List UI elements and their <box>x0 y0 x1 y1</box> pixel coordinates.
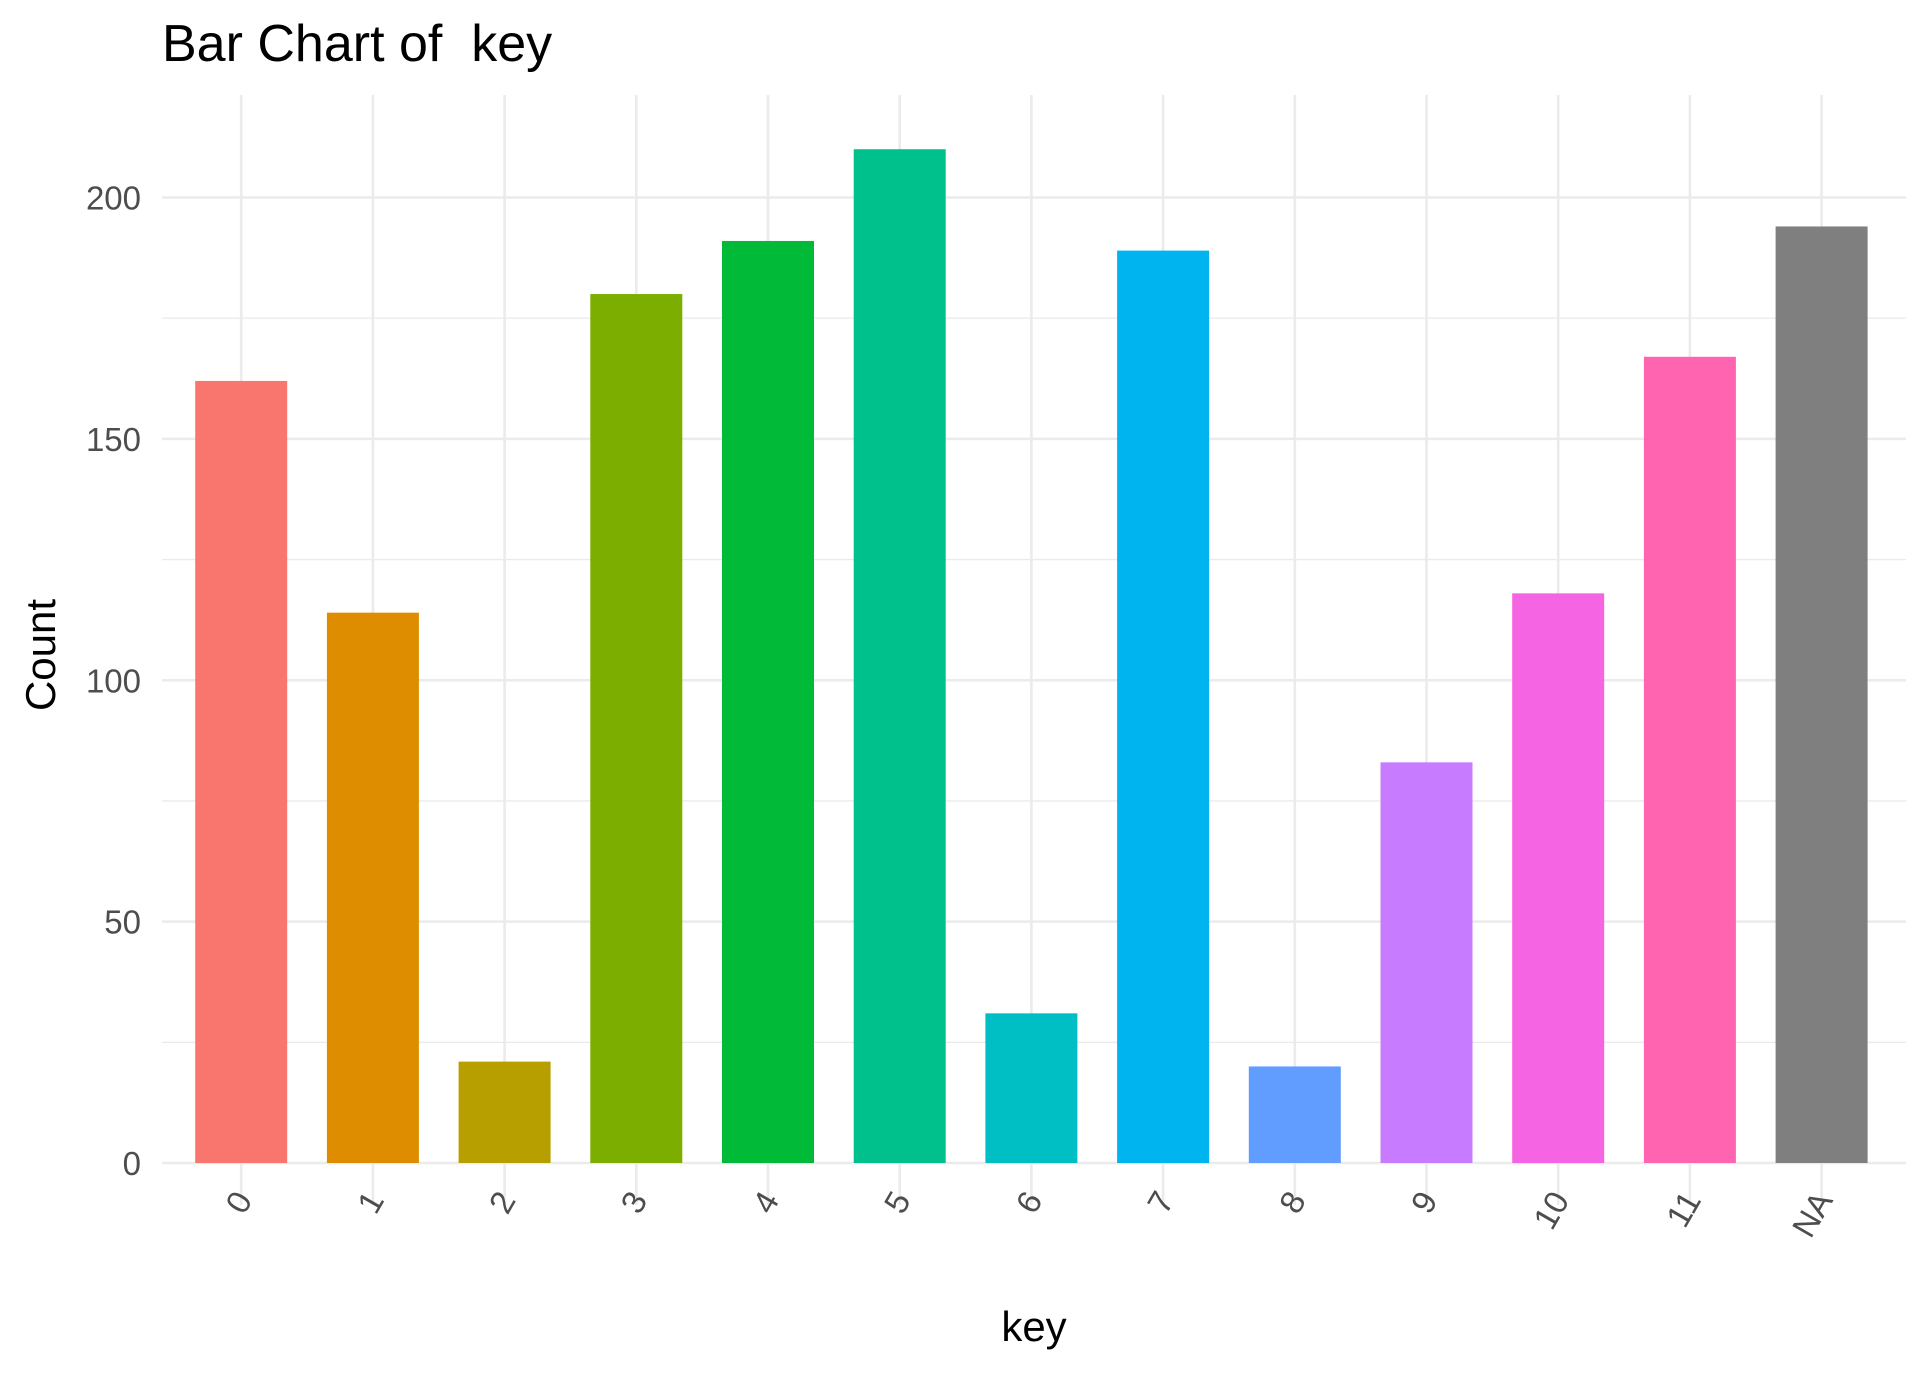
bar-11 <box>1643 356 1736 1163</box>
y-tick-label: 150 <box>86 421 141 458</box>
bar-5 <box>853 149 946 1164</box>
x-tick-label: NA <box>1785 1185 1840 1243</box>
bar-0 <box>195 380 288 1163</box>
x-tick-label: 4 <box>745 1185 786 1219</box>
y-tick-label: 50 <box>104 904 141 941</box>
x-tick-label: 9 <box>1403 1185 1444 1219</box>
x-tick-label: 8 <box>1272 1185 1313 1219</box>
x-tick-label: 3 <box>613 1185 654 1219</box>
x-tick-label: 6 <box>1008 1185 1049 1219</box>
bars <box>195 149 1868 1164</box>
chart-title: Bar Chart of key <box>162 15 552 73</box>
x-axis-tick-labels: 0 1 2 3 4 5 6 7 8 9 10 11 NA <box>218 1185 1840 1243</box>
x-tick-label: 7 <box>1140 1185 1181 1219</box>
x-tick-label: 2 <box>481 1185 522 1219</box>
bar-3 <box>590 294 683 1163</box>
y-axis-tick-labels: 0 50 100 150 200 <box>86 180 141 1183</box>
bar-1 <box>326 612 419 1163</box>
bar-4 <box>722 240 814 1163</box>
x-axis-title: key <box>1001 1303 1066 1350</box>
x-tick-label: 1 <box>350 1185 391 1219</box>
bar-10 <box>1512 593 1605 1163</box>
bar-2 <box>458 1061 551 1163</box>
bar-7 <box>1117 250 1210 1164</box>
y-axis-title: Count <box>17 599 64 711</box>
bar-NA <box>1775 226 1868 1164</box>
x-tick-label: 5 <box>877 1185 918 1219</box>
x-tick-label: 0 <box>218 1185 259 1219</box>
bar-6 <box>985 1013 1078 1163</box>
x-tick-label: 10 <box>1526 1185 1576 1235</box>
bar-9 <box>1380 762 1473 1163</box>
bar-8 <box>1248 1066 1341 1163</box>
y-tick-label: 200 <box>86 180 141 217</box>
x-tick-label: 11 <box>1659 1185 1708 1233</box>
y-tick-label: 100 <box>86 662 141 699</box>
y-tick-label: 0 <box>123 1145 141 1182</box>
